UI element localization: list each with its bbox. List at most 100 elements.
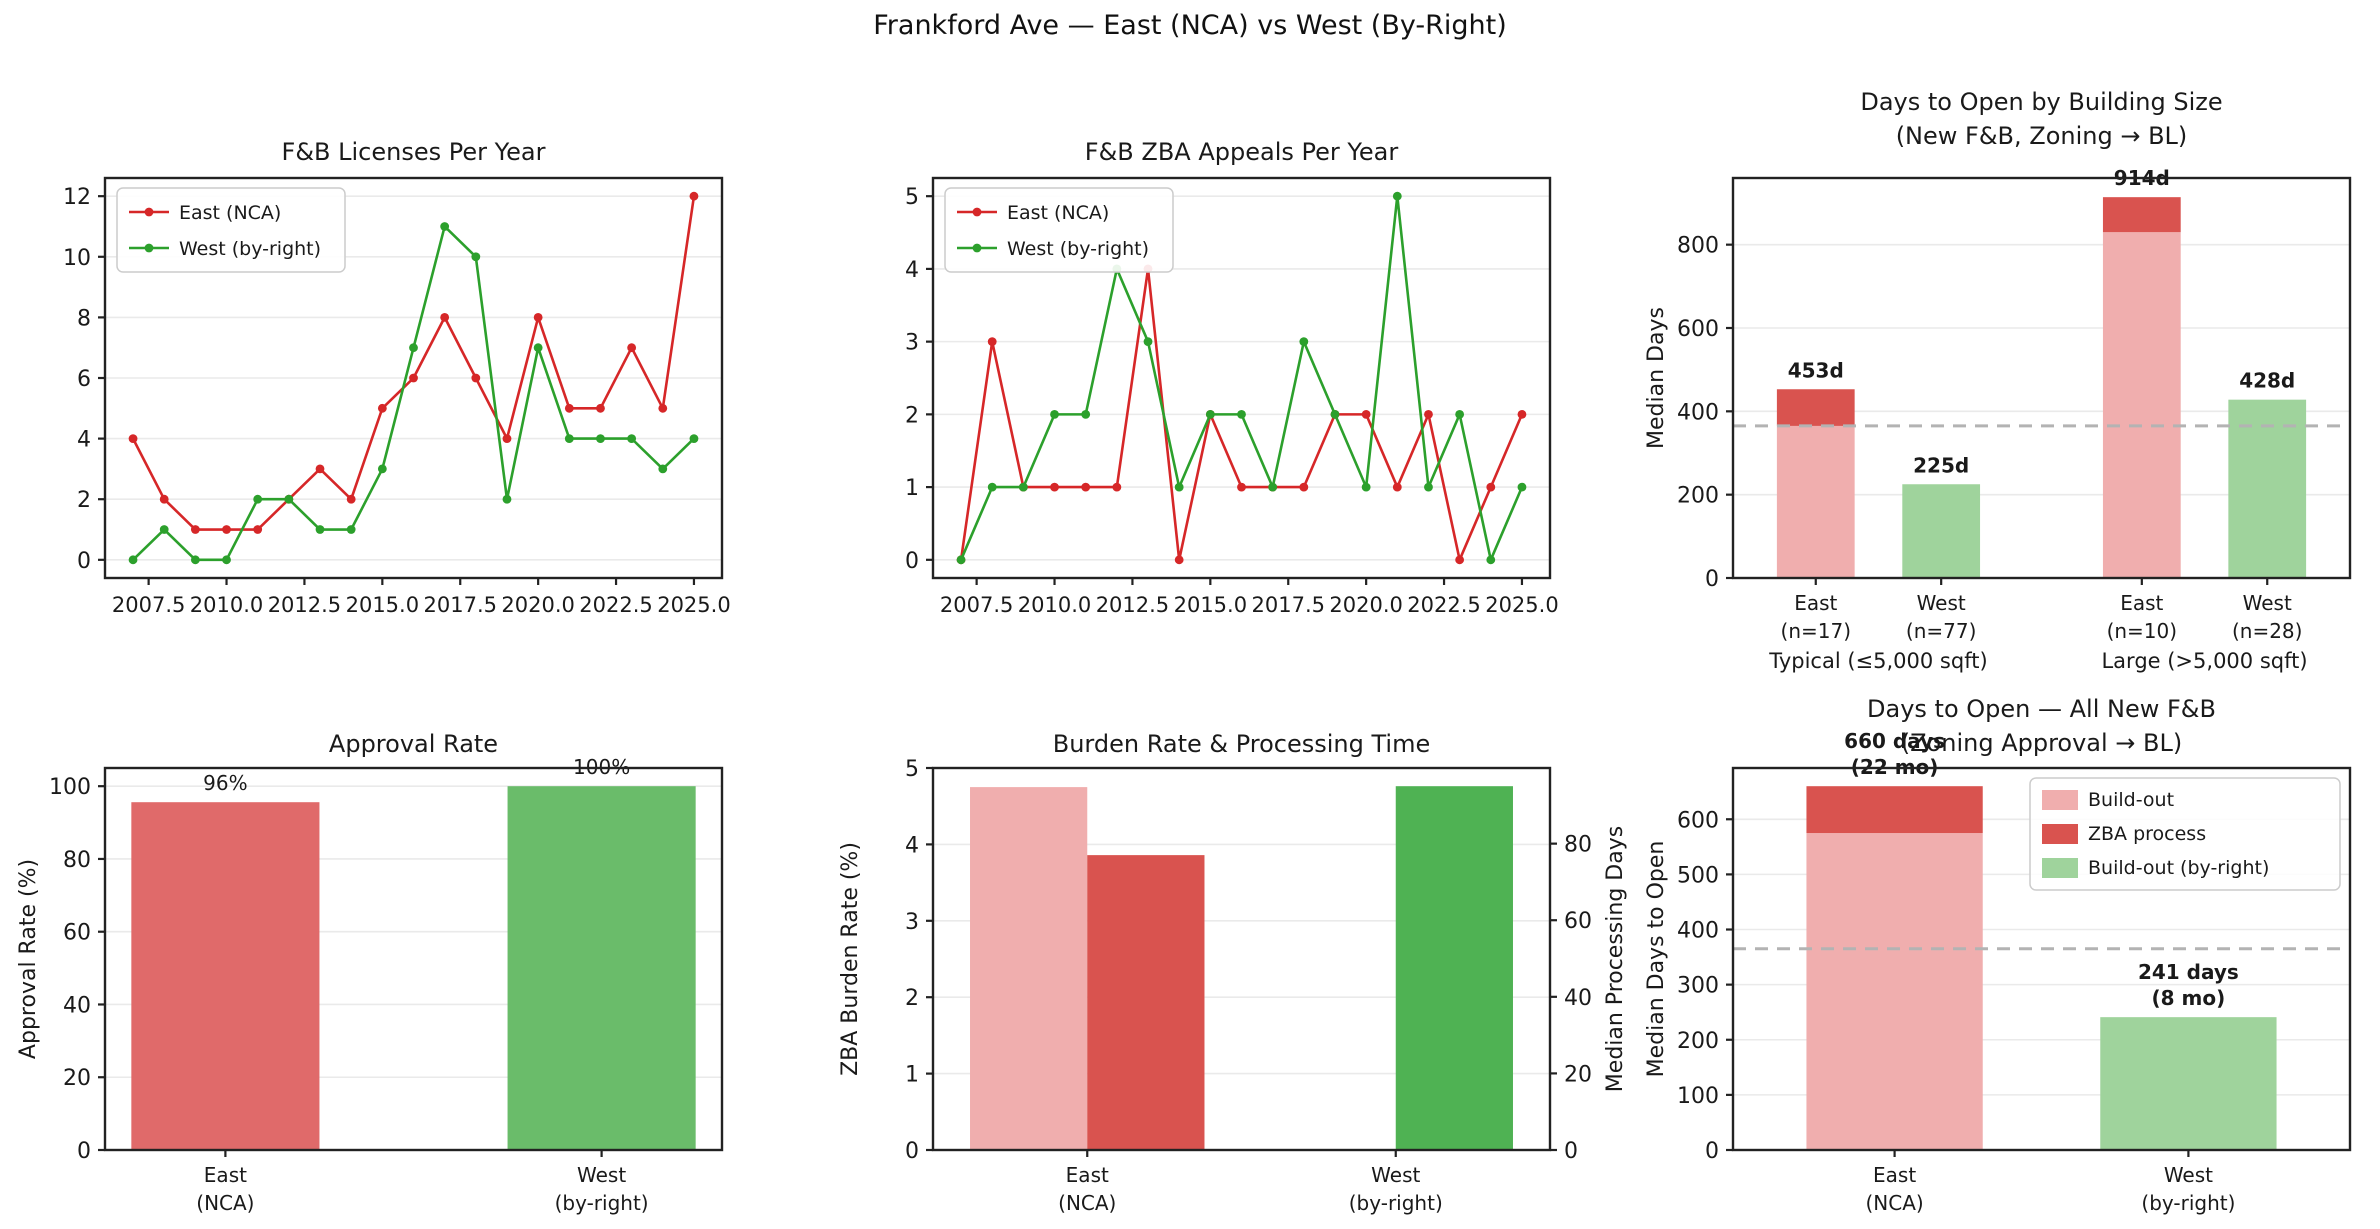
data-point	[1361, 482, 1371, 492]
data-point	[284, 494, 294, 504]
y-tick-label: 5	[905, 757, 919, 782]
data-point	[1486, 482, 1496, 492]
data-point	[502, 434, 512, 444]
y-tick-label: 8	[77, 306, 91, 331]
data-point	[1143, 337, 1153, 347]
y-tick-label: 3	[905, 331, 919, 356]
y-tick-label: 40	[1564, 986, 1592, 1011]
chart-licenses-svg: F&B Licenses Per Year 0 2 4 6 8 10 12 2007.5 2010…	[63, 138, 731, 617]
chart-burden-svg: Burden Rate & Processing Time 0 1 2 3 4 5 0 20 40…	[838, 730, 1628, 1215]
data-point	[471, 252, 481, 262]
x-tick-label: West	[577, 1163, 626, 1187]
bar-segment	[2100, 1017, 2277, 1150]
data-point	[502, 494, 512, 504]
legend-swatch	[2042, 858, 2078, 878]
series-line	[132, 225, 695, 562]
x-tick-label: 2015.0	[346, 593, 419, 617]
data-point	[1424, 482, 1433, 492]
legend-box	[116, 187, 346, 273]
y-tick-label: 4	[905, 258, 919, 283]
chart-days-all-new-fb: Days to Open — All New F&B (Zoning Approv…	[1586, 660, 2380, 1229]
chart-title: F&B Licenses Per Year	[282, 138, 546, 166]
data-point	[1299, 482, 1309, 492]
data-point	[222, 555, 231, 565]
y-tick-label: 6	[77, 367, 91, 392]
x-tick-label: (n=28)	[2232, 619, 2303, 643]
x-tick-label: 2007.5	[112, 593, 185, 617]
y-tick-label: 600	[1677, 317, 1719, 342]
x-tick-label: 2022.5	[579, 593, 652, 617]
x-tick-label: (n=10)	[2107, 619, 2178, 643]
data-point	[1237, 482, 1246, 492]
x-tick-label: (NCA)	[196, 1191, 254, 1215]
legend-marker	[144, 207, 154, 217]
legend-swatch	[2042, 824, 2078, 844]
y-tick-label: 0	[1705, 1139, 1719, 1164]
group-label: Large (>5,000 sqft)	[2101, 649, 2307, 673]
data-point	[1330, 409, 1340, 419]
y-tick-label: 2	[77, 488, 91, 513]
y-tick-label: 0	[77, 1139, 91, 1164]
y-tick-label: 80	[63, 848, 91, 873]
bar-segment	[507, 786, 696, 1150]
bar	[970, 787, 1088, 1150]
legend-swatch	[2042, 790, 2078, 810]
data-point	[689, 434, 699, 444]
y-tick-label: 2	[905, 986, 919, 1011]
y-tick-label: 0	[1564, 1139, 1578, 1164]
x-tick-label: East	[1794, 591, 1837, 615]
data-point	[315, 464, 325, 474]
y-tick-label: 0	[77, 549, 91, 574]
data-point	[1112, 482, 1122, 492]
y-tick-label: 100	[49, 775, 91, 800]
x-tick-label: West	[2243, 591, 2292, 615]
bar-annotation: 241 days	[2138, 960, 2239, 984]
chart-appeals-svg: F&B ZBA Appeals Per Year 0 1 2 3 4 5 2007.5 2010…	[905, 138, 1559, 617]
y-tick-label: 4	[905, 833, 919, 858]
x-tick-label: 2012.5	[268, 593, 341, 617]
data-point	[1392, 482, 1402, 492]
series-west	[128, 222, 699, 565]
y-tick-label: 300	[1677, 974, 1719, 999]
data-point	[471, 373, 481, 383]
legend-marker	[972, 243, 982, 253]
x-tick-label: East	[204, 1163, 247, 1187]
y-tick-label: 800	[1677, 234, 1719, 259]
y-tick-label: 1	[905, 476, 919, 501]
bar-segment	[1902, 484, 1981, 578]
y-tick-label: 20	[1564, 1062, 1592, 1087]
data-point	[128, 555, 138, 565]
data-point	[533, 312, 543, 322]
x-tick-label: 2007.5	[940, 593, 1013, 617]
group-label: Typical (≤5,000 sqft)	[1768, 649, 1987, 673]
chart-days-all-svg: Days to Open — All New F&B (Zoning Approv…	[1644, 695, 2352, 1215]
y-tick-label: 3	[905, 910, 919, 935]
x-tick-label: (by-right)	[1349, 1191, 1443, 1215]
x-tick-label: 2022.5	[1407, 593, 1480, 617]
chart-approval-rate: Approval Rate 0 20 40 60 80 100 East (NCA) 96% Wes…	[0, 660, 793, 1229]
y-tick-label: 5	[905, 185, 919, 210]
bar-segment	[2228, 399, 2307, 578]
data-point	[190, 525, 200, 534]
data-point	[346, 525, 356, 534]
y-tick-label: 200	[1677, 484, 1719, 509]
y-tick-label: 10	[63, 246, 91, 271]
data-point	[1081, 409, 1091, 419]
data-point	[440, 312, 450, 322]
x-tick-label: West	[1371, 1163, 1420, 1187]
data-point	[1392, 191, 1402, 201]
data-point	[409, 343, 418, 353]
data-point	[159, 525, 169, 534]
data-point	[1205, 409, 1215, 419]
x-tick-label: 2025.0	[657, 593, 730, 617]
y-axis-label: Median Days	[1644, 307, 1669, 449]
bar-annotation: 453d	[1788, 358, 1844, 382]
chart-days-by-building-size: Days to Open by Building Size (New F&B, Z…	[1586, 60, 2380, 700]
x-tick-label: 2025.0	[1485, 593, 1558, 617]
plot-frame	[1731, 176, 2352, 580]
data-point	[128, 434, 138, 444]
plot-frame	[103, 176, 724, 580]
data-point	[1424, 409, 1433, 419]
chart-title: Burden Rate & Processing Time	[1053, 730, 1430, 758]
